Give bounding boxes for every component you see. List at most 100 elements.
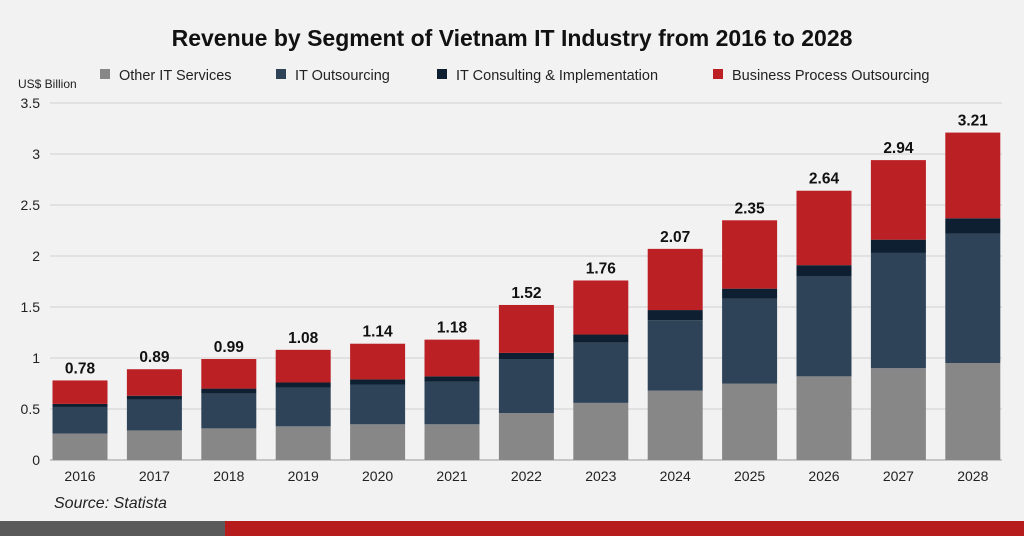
- total-label: 0.89: [139, 349, 170, 366]
- bar-segment: [573, 342, 629, 403]
- bar-segment: [945, 218, 1001, 234]
- x-tick-label: 2016: [64, 468, 95, 484]
- y-tick-label: 2: [32, 248, 40, 264]
- total-label: 1.52: [511, 285, 541, 302]
- bar-segment: [201, 388, 257, 394]
- legend-label: Business Process Outsourcing: [732, 68, 929, 84]
- bar-segment: [945, 363, 1001, 460]
- bar-segment: [870, 368, 926, 460]
- bar-segment: [722, 288, 778, 299]
- x-tick-label: 2028: [957, 468, 988, 484]
- bar-segment: [722, 298, 778, 384]
- bar-segment: [945, 132, 1001, 219]
- total-label: 0.99: [214, 339, 245, 356]
- footer-bar-red: [225, 521, 1024, 536]
- y-tick-label: 2.5: [21, 197, 41, 213]
- legend-label: IT Outsourcing: [295, 68, 390, 84]
- total-label: 0.78: [65, 360, 96, 377]
- bar-segment: [424, 424, 480, 460]
- bar-segment: [275, 426, 331, 460]
- bar-segment: [870, 252, 926, 369]
- legend: Other IT Services IT Outsourcing IT Consul…: [100, 68, 929, 84]
- x-tick-label: 2019: [288, 468, 319, 484]
- bar-segment: [796, 190, 852, 266]
- bar-segment: [275, 382, 331, 388]
- bar-segment: [126, 399, 182, 431]
- bar-segment: [424, 381, 480, 425]
- bar-segment: [870, 239, 926, 253]
- bar-segment: [201, 359, 257, 389]
- y-axis-label: US$ Billion: [18, 77, 77, 91]
- bars: 0.78 2016 0.89 2017 0.99 2018 1.08 2019 1.14 2020…: [52, 113, 1001, 484]
- bar-segment: [573, 280, 629, 335]
- total-label: 1.18: [437, 320, 468, 337]
- x-tick-label: 2026: [808, 468, 839, 484]
- y-tick-label: 1.5: [21, 299, 41, 315]
- bar-segment: [424, 376, 480, 382]
- x-tick-label: 2024: [660, 468, 691, 484]
- bar-segment: [498, 304, 554, 353]
- bar-segment: [350, 384, 406, 425]
- total-label: 2.07: [660, 229, 690, 246]
- bar-segment: [275, 387, 331, 427]
- legend-label: Other IT Services: [119, 68, 232, 84]
- bar-segment: [573, 402, 629, 460]
- bar-segment: [647, 248, 703, 311]
- x-tick-label: 2022: [511, 468, 542, 484]
- bar-segment: [52, 433, 108, 460]
- legend-swatch: [100, 69, 110, 79]
- bar-segment: [498, 413, 554, 460]
- legend-label: IT Consulting & Implementation: [456, 68, 658, 84]
- bar-segment: [498, 359, 554, 414]
- bar-segment: [126, 430, 182, 460]
- bar-segment: [870, 160, 926, 240]
- bar-segment: [52, 406, 108, 434]
- x-tick-label: 2021: [436, 468, 467, 484]
- bar-segment: [647, 390, 703, 460]
- legend-swatch: [437, 69, 447, 79]
- source-note: Source: Statista: [54, 495, 167, 512]
- bar-segment: [126, 369, 182, 396]
- total-label: 1.14: [363, 324, 394, 341]
- x-tick-label: 2017: [139, 468, 170, 484]
- bar-segment: [796, 276, 852, 377]
- chart-title: Revenue by Segment of Vietnam IT Industr…: [172, 25, 853, 51]
- x-tick-label: 2027: [883, 468, 914, 484]
- total-label: 2.35: [735, 200, 766, 217]
- x-tick-label: 2020: [362, 468, 393, 484]
- y-tick-label: 0: [32, 452, 40, 468]
- y-tick-label: 3: [32, 146, 40, 162]
- bar-segment: [52, 380, 108, 404]
- bar-segment: [350, 343, 406, 380]
- legend-swatch: [276, 69, 286, 79]
- bar-segment: [647, 310, 703, 321]
- bar-segment: [722, 383, 778, 460]
- x-tick-label: 2018: [213, 468, 244, 484]
- bar-segment: [201, 428, 257, 460]
- total-label: 2.64: [809, 171, 840, 188]
- bar-segment: [201, 393, 257, 429]
- total-label: 3.21: [958, 113, 989, 130]
- bar-segment: [350, 424, 406, 460]
- bar-segment: [52, 403, 108, 407]
- bar-segment: [126, 395, 182, 400]
- x-tick-label: 2023: [585, 468, 616, 484]
- y-tick-label: 1: [32, 350, 40, 366]
- bar-segment: [573, 334, 629, 343]
- total-label: 1.76: [586, 260, 617, 277]
- x-tick-label: 2025: [734, 468, 765, 484]
- total-label: 2.94: [883, 140, 914, 157]
- bar-segment: [796, 265, 852, 277]
- bar-segment: [945, 233, 1001, 364]
- footer-bar-gray: [0, 521, 225, 536]
- y-tick-label: 0.5: [21, 401, 41, 417]
- total-label: 1.08: [288, 330, 319, 347]
- legend-swatch: [713, 69, 723, 79]
- bar-segment: [796, 376, 852, 460]
- bar-segment: [424, 339, 480, 377]
- bar-segment: [498, 352, 554, 360]
- bar-segment: [647, 320, 703, 391]
- bar-segment: [350, 379, 406, 385]
- bar-segment: [722, 220, 778, 289]
